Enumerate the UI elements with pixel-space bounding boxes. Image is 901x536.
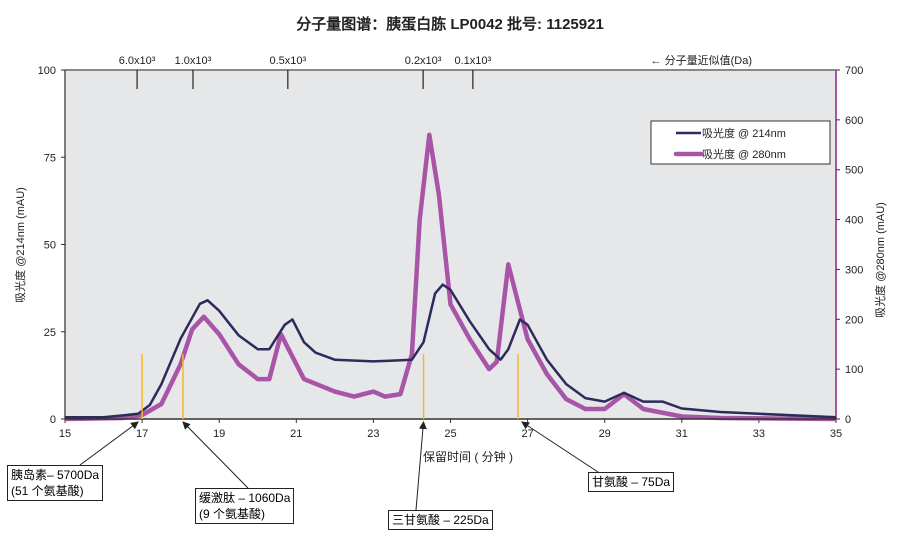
- y-left-tick-label: 0: [50, 414, 56, 426]
- series-214nm-line: [65, 283, 837, 419]
- y-right-tick-label: 0: [845, 414, 851, 426]
- x-tick-label: 31: [676, 428, 688, 440]
- legend-label-214: 吸光度 @ 214nm: [702, 126, 786, 140]
- annotation-bradykinin: 缓激肽 – 1060Da (9 个氨基酸): [195, 488, 295, 524]
- x-tick-label: 21: [290, 428, 302, 440]
- y-left-tick-label: 75: [44, 152, 56, 164]
- annotation-glycine: 甘氨酸 – 75Da: [588, 472, 675, 492]
- y-right-tick-label: 600: [845, 115, 863, 127]
- annotation-arrow: [521, 421, 599, 473]
- annotation-line: 三甘氨酸 – 225Da: [392, 513, 489, 527]
- top-tick-label: 0.2x10³: [405, 55, 442, 67]
- annotation-arrow: [79, 421, 139, 466]
- x-axis-label: 保留时间 ( 分钟 ): [423, 449, 513, 464]
- x-tick-label: 27: [521, 428, 533, 440]
- x-tick-label: 25: [444, 428, 456, 440]
- y-left-tick-label: 25: [44, 327, 56, 339]
- x-tick-label: 17: [136, 428, 148, 440]
- x-tick-label: 23: [367, 428, 379, 440]
- top-tick-label: 0.5x10³: [269, 55, 306, 67]
- top-axis-label: ← 分子量近似值(Da): [651, 54, 752, 67]
- top-tick-label: 1.0x10³: [175, 55, 212, 67]
- top-tick-label: 0.1x10³: [455, 55, 492, 67]
- y-right-tick-label: 500: [845, 165, 863, 177]
- y-right-tick-label: 400: [845, 215, 863, 227]
- x-tick-label: 19: [213, 428, 225, 440]
- annotation-line: 胰岛素– 5700Da: [11, 468, 100, 482]
- annotation-line: 缓激肽 – 1060Da: [199, 491, 291, 505]
- y-right-tick-label: 100: [845, 364, 863, 376]
- series-280nm-line: [64, 132, 837, 422]
- y-right-tick-label: 700: [845, 65, 863, 77]
- chart-title: 分子量图谱：胰蛋白胨 LP0042 批号: 1125921: [296, 15, 604, 33]
- x-tick-label: 29: [599, 428, 611, 440]
- legend: 吸光度 @ 214nm 吸光度 @ 280nm: [650, 120, 831, 165]
- y-right-tick-label: 300: [845, 264, 863, 276]
- x-tick-label: 35: [830, 428, 842, 440]
- x-tick-label: 33: [753, 428, 765, 440]
- annotation-line: 甘氨酸 – 75Da: [592, 475, 671, 489]
- y-axis-right-label: 吸光度 @280nm (mAU): [873, 202, 887, 318]
- annotation-arrow: [415, 421, 427, 511]
- annotation-insulin: 胰岛素– 5700Da (51 个氨基酸): [7, 465, 104, 501]
- legend-label-280: 吸光度 @ 280nm: [702, 147, 786, 161]
- annotation-arrow: [182, 421, 249, 489]
- annotation-line: (9 个氨基酸): [199, 507, 266, 521]
- y-right-tick-label: 200: [845, 314, 863, 326]
- y-left-tick-label: 100: [38, 65, 56, 77]
- annotation-line: (51 个氨基酸): [11, 484, 84, 498]
- x-tick-label: 15: [59, 428, 71, 440]
- annotation-triglycine: 三甘氨酸 – 225Da: [388, 510, 493, 530]
- y-axis-left-label: 吸光度 @214nm (mAU): [13, 187, 27, 303]
- top-tick-label: 6.0x10³: [119, 55, 156, 67]
- y-left-tick-label: 50: [44, 240, 56, 252]
